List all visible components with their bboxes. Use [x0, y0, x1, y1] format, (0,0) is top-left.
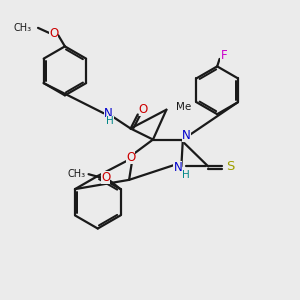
Text: CH₃: CH₃ — [14, 23, 32, 33]
Text: N: N — [182, 130, 191, 142]
Text: H: H — [106, 116, 114, 126]
Text: H: H — [182, 170, 190, 180]
Text: F: F — [220, 49, 227, 62]
Text: N: N — [173, 161, 182, 174]
Text: S: S — [226, 160, 234, 173]
Text: CH₃: CH₃ — [68, 169, 85, 179]
Text: O: O — [139, 103, 148, 116]
Text: O: O — [49, 27, 58, 40]
Text: Me: Me — [176, 102, 191, 112]
Text: O: O — [101, 171, 110, 184]
Text: O: O — [126, 151, 135, 164]
Text: N: N — [104, 107, 112, 120]
